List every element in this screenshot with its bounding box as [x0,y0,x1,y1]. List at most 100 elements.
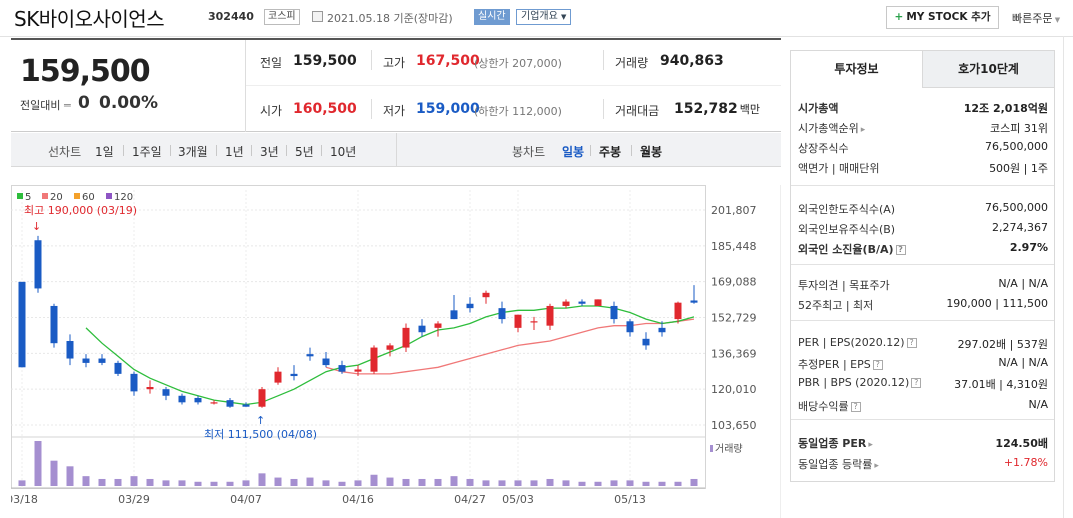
candle-body [178,395,186,403]
down-arrow-icon: ↓ [32,220,41,233]
volume-bar [562,480,570,486]
tab-sep [590,145,591,156]
chevron-down-icon: ▼ [561,13,567,21]
low-annotation: 최저 111,500 (04/08) [204,428,317,441]
x-tick-label: 03/18 [11,493,38,506]
volume-bars [18,441,698,486]
x-tick-label: 03/29 [118,493,150,506]
info-label: 외국인보유주식수(B) [798,221,895,237]
help-icon[interactable]: ? [872,360,883,370]
candle-body [418,325,426,333]
chevron-right-icon: ▸ [860,125,866,135]
tab-1y[interactable]: 1년 [225,145,244,159]
y-tick-label: 152,729 [711,312,757,325]
candle-body [50,305,58,344]
volume-bar [130,476,138,486]
candle-body [82,358,90,363]
stock-code: 302440 [208,10,254,23]
tab-investment-info[interactable]: 투자정보 [791,51,923,88]
candle-body [626,321,634,333]
high-label: 고가 [383,56,406,70]
realtime-button[interactable]: 실시간 [474,9,510,25]
tab-5y[interactable]: 5년 [295,145,314,159]
info-label-text: PBR | BPS (2020.12) [798,376,910,389]
info-label[interactable]: 동일업종 등락률 ▸ [798,456,879,472]
volume-bar [530,480,538,486]
volume-bar [82,476,90,486]
info-label-text: 동일업종 PER [798,437,867,450]
tab-sep [251,145,252,156]
info-value: 2.97% [1009,241,1048,254]
tab-3m[interactable]: 3개월 [178,145,208,159]
candle-body [482,292,490,298]
info-value: N/A | N/A [998,356,1048,369]
tab-sep [631,145,632,156]
y-tick-label: 169,088 [711,276,757,289]
price-panel [11,38,781,132]
volume-bar [546,478,554,486]
volume-bar [338,481,346,486]
info-label-text: 액면가 | 매매단위 [798,162,880,175]
info-label-text: 시가총액 [798,102,839,115]
cell-divider [371,50,372,70]
tab-order-book[interactable]: 호가10단계 [923,51,1054,88]
prev-label: 전일 [260,56,283,70]
info-label-text: 추정PER | EPS [798,358,871,371]
add-mystock-button[interactable]: + MY STOCK 추가 [886,6,999,29]
volume-bar [242,480,250,486]
volume-legend-label: 거래량 [715,443,743,455]
chevron-right-icon: ▸ [874,461,879,471]
info-label-text: 외국인보유주식수(B) [798,223,896,236]
line-chart-label: 선차트 [48,145,82,159]
amount-unit: 백만 [739,103,761,116]
volume-bar [50,460,58,486]
help-icon[interactable]: ? [911,378,922,388]
info-value: 37.01배 | 4,310원 [954,378,1048,391]
candle-body [530,321,538,323]
info-label: 투자의견 | 목표주가 [798,277,890,293]
candle-body [18,281,26,368]
candle-body [354,369,362,372]
chevron-down-icon: ▼ [1052,16,1061,24]
legend-swatch [17,193,23,199]
volume-bar [594,481,602,486]
candle-body [114,362,122,374]
info-value: 76,500,000 [985,140,1048,153]
volume-bar [514,480,522,486]
info-label: 52주최고 | 최저 [798,297,873,313]
candle-body [386,345,394,350]
tab-weekly[interactable]: 주봉 [599,145,622,159]
company-overview-dropdown[interactable]: 기업개요 ▼ [516,9,572,25]
candlestick-chart[interactable]: 201,807 185,448 169,088 152,729 136,369 120,0… [11,185,781,518]
tab-daily[interactable]: 일봉 [562,145,585,159]
volume-bar [578,481,586,486]
company-name[interactable]: SK바이오사이언스 [14,7,165,31]
info-label: 액면가 | 매매단위 [798,160,880,176]
help-icon[interactable]: ? [850,402,861,412]
tab-monthly[interactable]: 월봉 [640,145,663,159]
help-icon[interactable]: ? [895,245,906,255]
market-badge: 코스피 [264,9,300,25]
legend-label: 60 [82,192,95,203]
tab-1w[interactable]: 1주일 [132,145,162,159]
info-label-text: 외국인 소진율(B/A) [798,243,894,256]
open-label: 시가 [260,104,283,118]
info-label: 외국인 소진율(B/A)? [798,241,906,257]
open-value: 160,500 [293,101,357,117]
candle-body [194,397,202,403]
volume-bar [370,474,378,486]
current-price: 159,500 [20,54,151,89]
tab-1d[interactable]: 1일 [95,145,114,159]
candles [18,235,698,408]
tab-10y[interactable]: 10년 [330,145,357,159]
info-label[interactable]: 시가총액순위 ▸ [798,120,865,136]
candle-body [322,358,330,366]
volume-bar [482,480,490,486]
info-value: 124.50배 [995,437,1048,450]
quick-order-button[interactable]: 빠른주문 ▼ [1012,10,1060,26]
help-icon[interactable]: ? [906,338,917,348]
tab-3y[interactable]: 3년 [260,145,279,159]
cell-divider [603,50,604,70]
candle-body [34,240,42,289]
info-label[interactable]: 동일업종 PER ▸ [798,435,873,451]
